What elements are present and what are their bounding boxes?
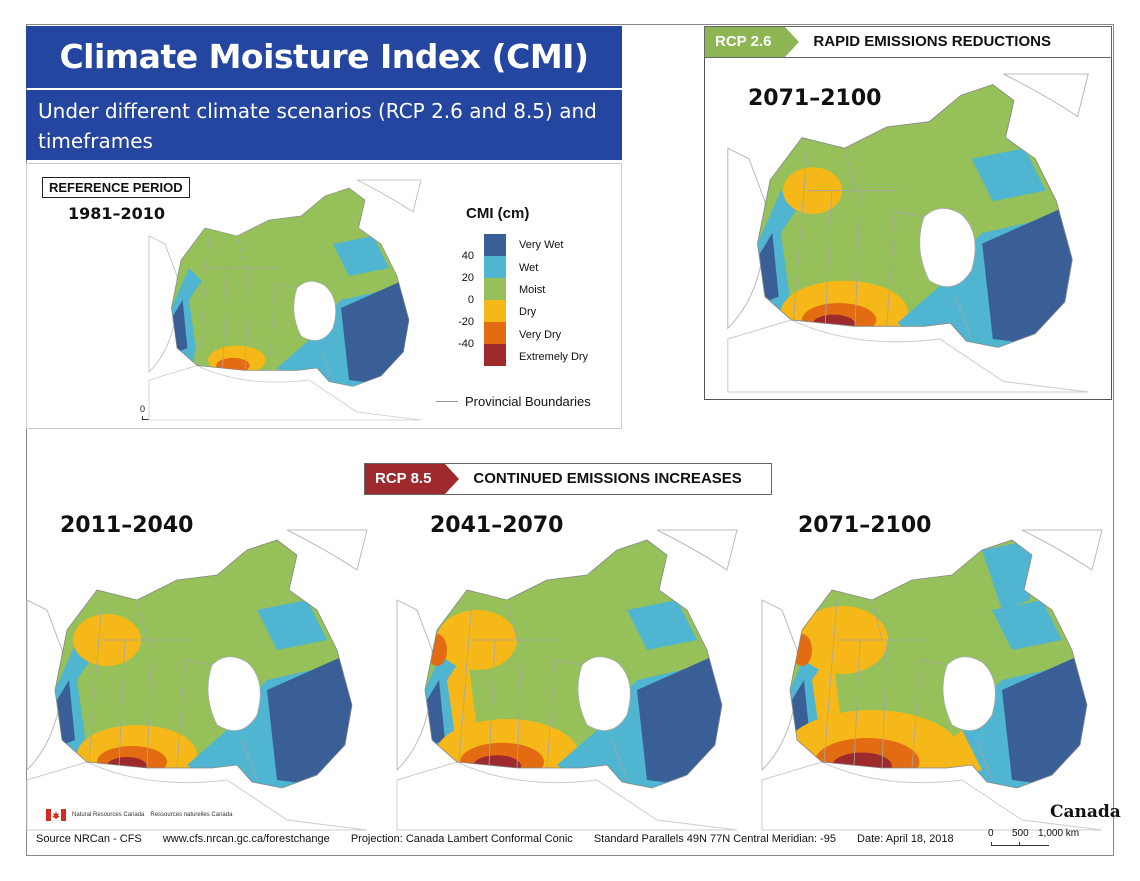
legend-swatch-extremely-dry — [484, 344, 506, 366]
rcp85-period-1: 2011–2040 — [60, 513, 194, 538]
legend-swatch-very-dry — [484, 322, 506, 344]
bottom-scalebar: 0 500 1,000 km — [986, 828, 1096, 852]
reference-period-years: 1981–2010 — [68, 204, 166, 223]
legend-title: CMI (cm) — [466, 205, 530, 222]
legend-label-dry: Dry — [519, 306, 537, 318]
footer-url[interactable]: www.cfs.nrcan.gc.ca/forestchange — [162, 833, 330, 845]
bottom-scalebar-tick-1000: 1,000 km — [1038, 828, 1080, 839]
provincial-boundaries-label: Provincial Boundaries — [465, 394, 591, 409]
bottom-scalebar-tick-500: 500 — [1012, 828, 1029, 839]
nrcan-logo: Natural Resources Canada Ressources natu… — [46, 809, 232, 821]
legend-tick-minus-20: -20 — [458, 316, 474, 328]
footer-source: Source NRCan - CFS — [36, 833, 142, 845]
legend-label-very-dry: Very Dry — [519, 329, 562, 341]
map-rcp85-2041-2070 — [396, 529, 738, 831]
page-subtitle: Under different climate scenarios (RCP 2… — [26, 90, 622, 160]
rcp26-tag: RCP 2.6 — [705, 27, 800, 57]
legend-tick-20: 20 — [461, 272, 474, 284]
rcp26-banner: RCP 2.6 RAPID EMISSIONS REDUCTIONS — [704, 26, 1112, 58]
nrcan-name-fr: Ressources naturelles Canada — [150, 812, 233, 818]
legend-tick-40: 40 — [461, 250, 474, 262]
legend-label-extremely-dry: Extremely Dry — [519, 351, 589, 363]
nrcan-name-en: Natural Resources Canada — [72, 812, 145, 818]
legend-swatch-dry — [484, 300, 506, 322]
footer-date: Date: April 18, 2018 — [857, 833, 954, 845]
scalebar-tick-0: 0 — [140, 404, 146, 414]
rcp85-scenario-text: CONTINUED EMISSIONS INCREASES — [473, 470, 742, 487]
map-rcp85-2071-2100 — [761, 529, 1103, 831]
legend-tick-0: 0 — [467, 294, 474, 306]
legend-label-moist: Moist — [519, 284, 546, 296]
map-reference-1981-2010 — [148, 179, 422, 421]
footer-projection: Projection: Canada Lambert Conformal Con… — [350, 833, 573, 845]
bottom-scalebar-tick-0: 0 — [988, 828, 994, 839]
canada-flag-icon — [46, 809, 66, 821]
legend-label-wet: Wet — [519, 262, 539, 274]
legend-tick-minus-40: -40 — [458, 338, 474, 350]
map-rcp26-2071-2100 — [727, 73, 1089, 393]
footer-parallels: Standard Parallels 49N 77N Central Merid… — [593, 833, 836, 845]
canada-wordmark: Canada — [1050, 802, 1121, 822]
legend-label-very-wet: Very Wet — [519, 239, 564, 251]
footer: Source NRCan - CFS www.cfs.nrcan.gc.ca/f… — [36, 833, 972, 845]
rcp26-period: 2071–2100 — [748, 86, 882, 111]
rcp26-scenario-text: RAPID EMISSIONS REDUCTIONS — [813, 33, 1051, 50]
rcp85-banner: RCP 8.5 CONTINUED EMISSIONS INCREASES — [364, 463, 772, 495]
rcp85-period-3: 2071–2100 — [798, 513, 932, 538]
page-title: Climate Moisture Index (CMI) — [26, 26, 622, 88]
legend-swatch-moist — [484, 278, 506, 300]
reference-period-label: REFERENCE PERIOD — [42, 177, 190, 198]
legend-swatch-wet — [484, 256, 506, 278]
provincial-boundary-line-sample — [436, 401, 458, 402]
rcp85-period-2: 2041–2070 — [430, 513, 564, 538]
legend-swatch-very-wet — [484, 234, 506, 256]
map-rcp85-2011-2040 — [26, 529, 368, 831]
rcp85-tag: RCP 8.5 — [365, 464, 460, 494]
